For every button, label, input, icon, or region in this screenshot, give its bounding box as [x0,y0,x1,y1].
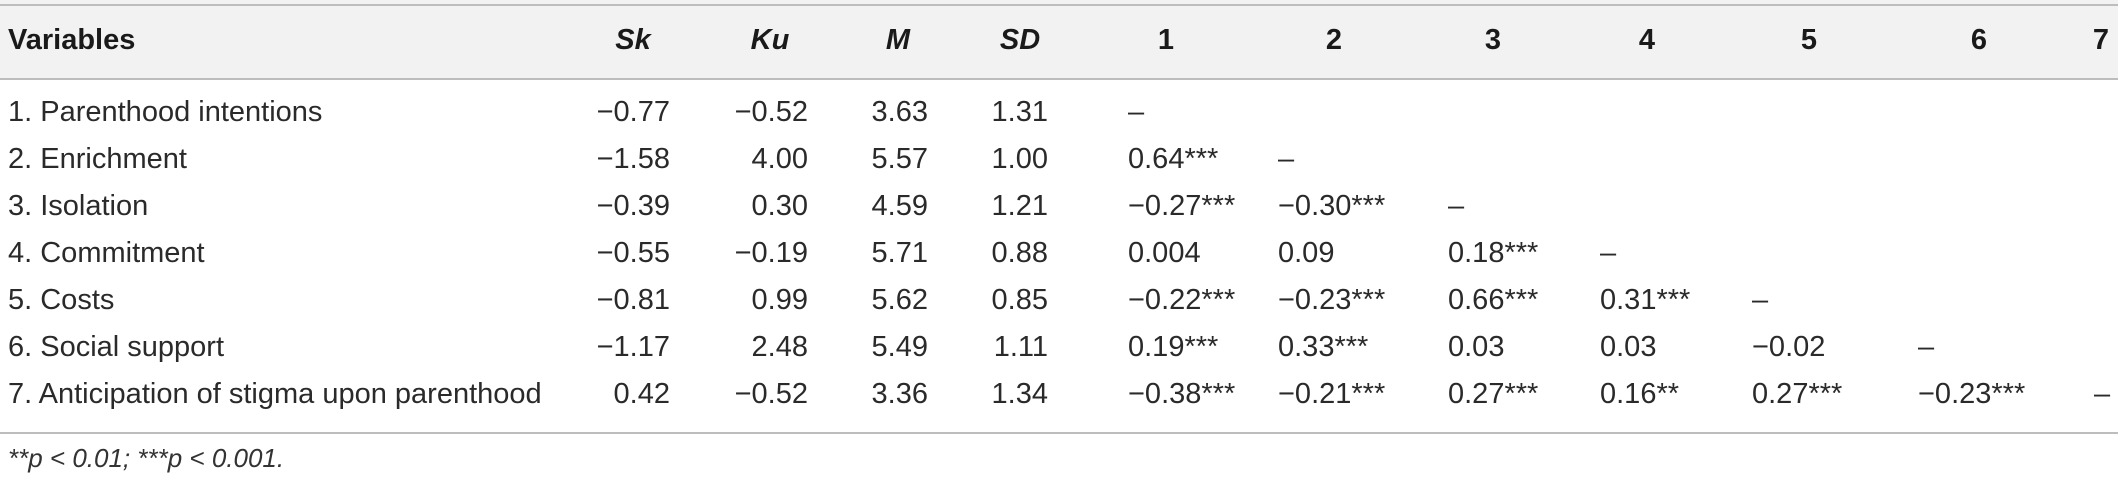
table-cell: −0.52 [734,96,808,128]
table-cell: 0.64*** [1128,143,1219,175]
column-header-5: 5 [1800,24,1818,56]
table-cell: 0.66*** [1448,284,1539,316]
table-cell: 0.004 [1128,237,1201,269]
column-header-3: 3 [1484,24,1502,56]
table-cell: – [1128,96,1145,128]
table-cell: −0.38*** [1128,378,1236,410]
table-cell: −0.27*** [1128,190,1236,222]
table-footnote: **p < 0.01; ***p < 0.001. [8,443,285,473]
column-header-ku: Ku [750,24,790,56]
column-header-7: 7 [2092,24,2110,56]
table-cell: 1.11 [993,331,1048,363]
table-cell: 4.00 [751,143,808,175]
table-cell: – [1600,237,1617,269]
table-cell: 0.31*** [1600,284,1691,316]
table-cell: 1.00 [991,143,1048,175]
column-header-1: 1 [1157,24,1175,56]
table-cell: 0.19*** [1128,331,1219,363]
table-cell: 1.31 [991,96,1048,128]
table-cell: −0.23*** [1278,284,1386,316]
column-header-variables: Variables [8,24,136,56]
column-header-sd: SD [999,24,1041,56]
column-header-4: 4 [1638,24,1656,56]
table-cell: 0.03 [1448,331,1505,363]
table-cell: 1.21 [991,190,1048,222]
table-cell: 3.36 [871,378,928,410]
table-cell: 0.18*** [1448,237,1539,269]
table-cell: 0.42 [613,378,670,410]
table-cell: 4.59 [871,190,928,222]
column-header-sk: Sk [615,24,651,56]
table-cell: 0.30 [751,190,808,222]
column-header-m: M [885,24,911,56]
table-cell: 0.27*** [1752,378,1843,410]
table-cell: 0.03 [1600,331,1657,363]
table-cell: −0.55 [596,237,670,269]
table-cell: 0.85 [991,284,1048,316]
column-header-2: 2 [1325,24,1343,56]
row-label: 5. Costs [8,284,115,316]
top-rule [0,4,2118,6]
table-cell: – [1448,190,1465,222]
table-cell: 3.63 [871,96,928,128]
row-label: 4. Commitment [8,237,205,269]
table-cell: −1.17 [596,331,670,363]
table-cell: 5.49 [871,331,928,363]
row-label: 3. Isolation [8,190,149,222]
table-cell: 0.27*** [1448,378,1539,410]
table-cell: −0.39 [596,190,670,222]
row-label: 1. Parenthood intentions [8,96,323,128]
bottom-rule [0,432,2118,434]
table-cell: 0.16** [1600,378,1680,410]
table-cell: −0.52 [734,378,808,410]
table-cell: – [2094,378,2111,410]
table-cell: −0.23*** [1918,378,2026,410]
table-cell: 0.99 [751,284,808,316]
table-cell: −0.22*** [1128,284,1236,316]
table-cell: 0.88 [991,237,1048,269]
column-header-6: 6 [1970,24,1988,56]
table-cell: −0.21*** [1278,378,1386,410]
table-cell: −0.81 [596,284,670,316]
table-cell: – [1278,143,1295,175]
table-cell: – [1918,331,1935,363]
table-cell: 2.48 [751,331,808,363]
table-cell: −0.30*** [1278,190,1386,222]
table-cell: −0.77 [596,96,670,128]
table-cell: 5.71 [871,237,928,269]
table-cell: 1.34 [991,378,1048,410]
table-cell: 5.62 [871,284,928,316]
row-label: 2. Enrichment [8,143,187,175]
table-header-row [0,0,2118,78]
table-cell: 0.33*** [1278,331,1369,363]
table-cell: – [1752,284,1769,316]
row-label: 7. Anticipation of stigma upon parenthoo… [8,378,542,410]
table-cell: −1.58 [596,143,670,175]
row-label: 6. Social support [8,331,225,363]
header-rule [0,78,2118,80]
table-cell: −0.19 [734,237,808,269]
table-cell: 5.57 [871,143,928,175]
table-cell: −0.02 [1752,331,1826,363]
table-cell: 0.09 [1278,237,1335,269]
